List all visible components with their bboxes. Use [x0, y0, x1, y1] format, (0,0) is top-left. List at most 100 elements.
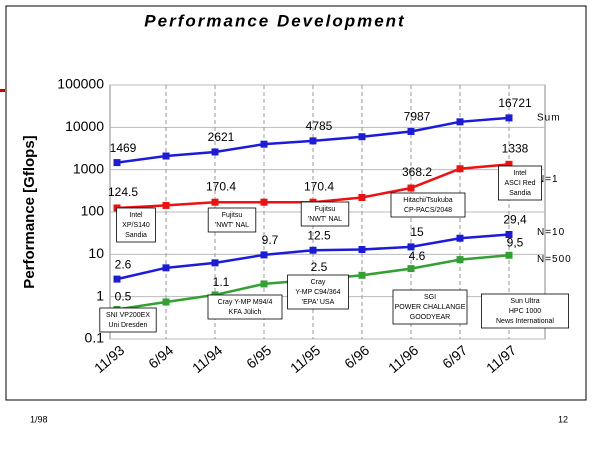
point-marker	[358, 133, 366, 141]
value-label: 0.5	[115, 290, 132, 304]
x-tick-label: 11/93	[91, 342, 127, 376]
value-label: 9.7	[262, 233, 279, 247]
point-marker	[162, 201, 170, 209]
slide-marker	[0, 89, 5, 92]
annotation-text: XP/S140	[122, 222, 150, 229]
point-marker	[358, 271, 366, 279]
value-label: 1338	[502, 141, 529, 155]
point-marker	[407, 243, 415, 251]
y-tick-label: 1000	[73, 160, 104, 176]
point-marker	[456, 165, 464, 173]
annotation-text: SNI VP200EX	[106, 312, 150, 319]
value-label: 2621	[208, 130, 235, 144]
annotation-text: SGI	[424, 294, 436, 301]
x-tick-label: 11/94	[189, 342, 225, 376]
annotation-text: Uni Dresden	[109, 322, 148, 329]
annotation-text: 'EPA' USA	[302, 299, 335, 306]
annotation-box	[99, 307, 157, 333]
annotation-text: 'NWT' NAL	[215, 222, 249, 229]
point-marker	[505, 251, 513, 259]
point-marker	[211, 259, 219, 267]
annotation-box	[300, 201, 350, 227]
annotation-box	[287, 274, 349, 310]
value-label: 1469	[110, 141, 137, 155]
annotation-text: Intel	[513, 170, 527, 177]
series-name: N=1	[537, 174, 559, 185]
x-tick-label: 11/97	[483, 342, 519, 376]
annotation-text: Cray	[311, 279, 326, 286]
annotation-text: HPC 1000	[509, 308, 541, 315]
point-marker	[162, 264, 170, 272]
annotation-text: 'NWT' NAL	[308, 216, 342, 223]
y-tick-label: 10000	[65, 118, 104, 134]
annotation-text: POWER CHALLANGE	[395, 304, 466, 311]
value-label: 170.4	[206, 179, 236, 193]
annotation-text: Intel	[129, 212, 143, 219]
point-marker	[211, 148, 219, 156]
point-marker	[358, 194, 366, 202]
value-label: 4.6	[409, 249, 426, 263]
value-label: 1.1	[213, 275, 230, 289]
point-marker	[260, 198, 268, 206]
value-label: 9,5	[507, 235, 524, 249]
annotation-text: News International	[496, 318, 554, 325]
value-label: 15	[410, 225, 424, 239]
annotation-box	[207, 294, 283, 320]
value-label: 2.6	[115, 257, 132, 271]
point-marker	[456, 234, 464, 242]
value-label: 4785	[306, 119, 333, 133]
series-name: Sum	[537, 113, 561, 124]
x-tick-label: 6/94	[145, 342, 176, 372]
series-name: N=500	[537, 254, 572, 265]
x-tick-label: 6/95	[243, 342, 274, 372]
annotation-text: Fujitsu	[222, 212, 243, 219]
point-marker	[456, 118, 464, 126]
point-marker	[505, 231, 513, 239]
point-marker	[211, 198, 219, 206]
x-tick-label: 6/96	[341, 342, 372, 372]
slide-frame	[5, 5, 587, 401]
point-marker	[505, 160, 513, 168]
point-marker	[113, 159, 121, 167]
point-marker	[162, 298, 170, 306]
annotation-box	[116, 207, 156, 243]
y-tick-label: 0.1	[85, 330, 105, 346]
annotation-text: ASCI Red	[504, 180, 535, 187]
annotation-text: Cray Y-MP M94/4	[218, 299, 273, 306]
footer-left: 1/98	[30, 414, 48, 424]
annotation-box	[392, 289, 468, 325]
x-tick-label: 11/96	[385, 342, 421, 376]
value-label: 170.4	[304, 179, 334, 193]
point-marker	[407, 127, 415, 135]
point-marker	[113, 275, 121, 283]
point-marker	[407, 184, 415, 192]
annotation-text: KFA Jülich	[229, 309, 262, 316]
annotation-text: Sandia	[125, 232, 147, 239]
point-marker	[260, 280, 268, 288]
point-marker	[162, 152, 170, 160]
chart-title: Performance Development	[144, 11, 405, 30]
value-label: 124.5	[108, 185, 138, 199]
annotation-box	[207, 207, 257, 233]
value-label: 16721	[498, 96, 532, 110]
point-marker	[309, 137, 317, 145]
annotation-box	[390, 192, 466, 218]
annotation-text: Sandia	[509, 190, 531, 197]
point-marker	[456, 256, 464, 264]
point-marker	[260, 251, 268, 259]
x-tick-label: 6/97	[439, 342, 470, 372]
value-label: 368.2	[402, 165, 432, 179]
y-tick-label: 100	[81, 203, 105, 219]
annotation-text: Y-MP C94/364	[295, 289, 340, 296]
annotation-text: Hitachi/Tsukuba	[403, 197, 453, 204]
footer-right: 12	[558, 414, 568, 424]
annotation-box	[480, 293, 569, 329]
point-marker	[309, 246, 317, 254]
value-label: 12.5	[307, 228, 331, 242]
y-tick-label: 10	[88, 245, 104, 261]
annotation-text: Fujitsu	[315, 206, 336, 213]
value-label: 2.5	[311, 260, 328, 274]
value-label: 29,4	[503, 213, 527, 227]
point-marker	[260, 140, 268, 148]
